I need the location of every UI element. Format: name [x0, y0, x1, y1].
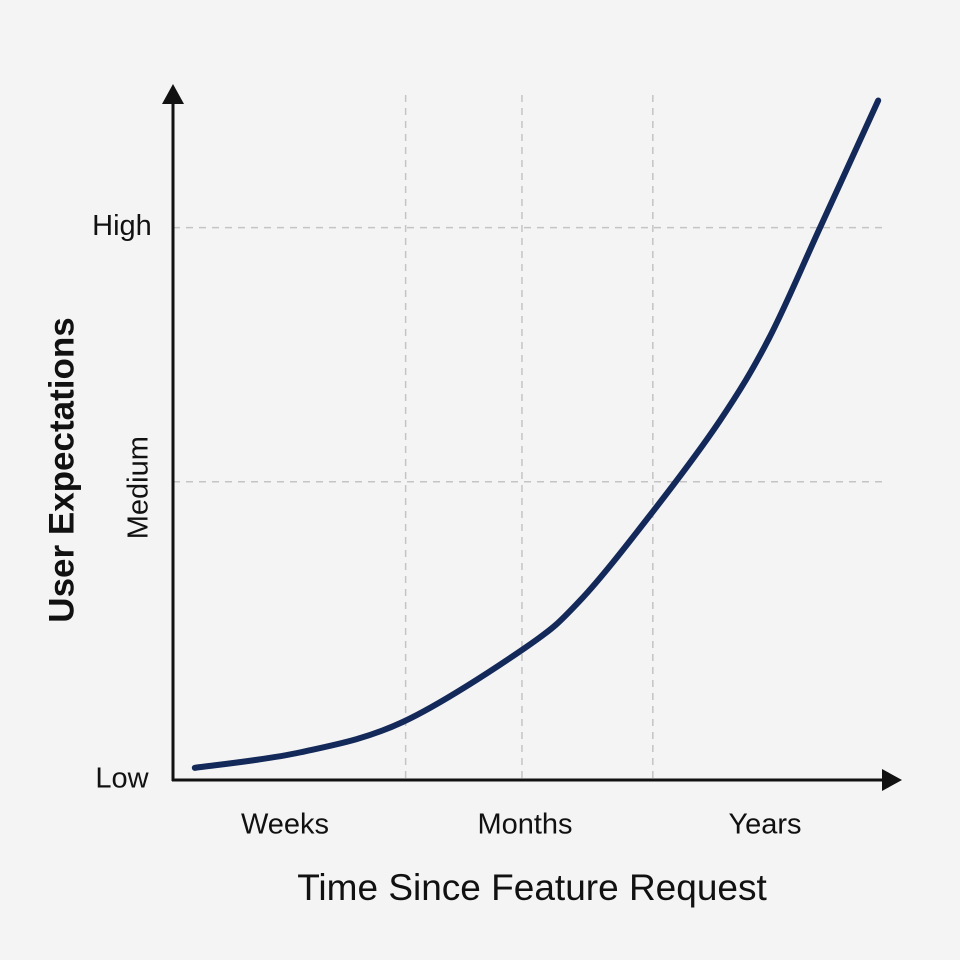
y-tick-label: Medium — [123, 436, 155, 539]
x-axis-title: Time Since Feature Request — [297, 867, 767, 908]
line — [191, 97, 882, 771]
x-tick-label: Weeks — [241, 809, 329, 841]
x-tick-label: Years — [728, 809, 801, 841]
y-tick-label: High — [92, 210, 152, 242]
y-tick-label: Low — [95, 763, 149, 795]
x-axis-arrow — [882, 769, 902, 791]
y-axis-arrow — [162, 84, 184, 104]
x-tick-label: Months — [477, 809, 572, 841]
grid — [173, 95, 882, 780]
y-axis-title: User Expectations — [42, 317, 81, 622]
